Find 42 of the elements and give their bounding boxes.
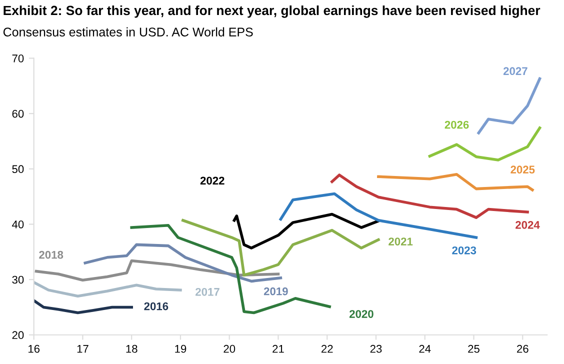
line-series — [84, 243, 282, 283]
text: 2022 — [200, 176, 224, 185]
series-label: 2020 — [350, 310, 374, 318]
x-tick-label: 23 — [370, 344, 382, 353]
x-tick-label: 22 — [322, 344, 333, 353]
y-tick-label: 20 — [12, 331, 24, 340]
x-tick-label: 19 — [175, 344, 186, 353]
series-label: 2024 — [516, 221, 540, 229]
line-series — [34, 259, 280, 282]
line-series — [34, 299, 133, 314]
y-tick-label: 70 — [12, 54, 24, 62]
y-tick-label: 50 — [12, 165, 24, 174]
x-tick-label: 20 — [224, 344, 236, 353]
series-label: 2018 — [39, 250, 64, 259]
series-label: 2017 — [196, 288, 220, 296]
series-label: 2021 — [388, 238, 413, 246]
series-label: 2026 — [444, 120, 469, 129]
line-series — [377, 173, 534, 192]
line-series — [182, 218, 380, 277]
series-label: 2019 — [264, 287, 288, 296]
y-tick-label: 60 — [12, 110, 24, 118]
line-series — [130, 224, 331, 314]
x-tick-label: 18 — [126, 344, 138, 353]
x-tick-label: 16 — [28, 344, 40, 353]
x-tick-label: 26 — [517, 344, 528, 353]
x-tick-label: 24 — [419, 344, 431, 353]
chart-title: Exhibit 2: So far this year, and for next year, global earnings have been revised higher — [4, 5, 540, 18]
x-tick-label: 21 — [272, 344, 284, 353]
series-label: 2023 — [452, 246, 476, 254]
x-tick-label: 25 — [468, 344, 480, 353]
series-label: 2016 — [144, 302, 168, 310]
y-tick-label: 30 — [12, 276, 24, 284]
series-label: 2025 — [510, 166, 535, 174]
line-series — [232, 212, 380, 250]
y-tick-label: 40 — [12, 220, 24, 228]
chart-subtitle: Consensus estimates in USD. AC World EPS — [3, 27, 253, 36]
line-series — [330, 174, 529, 219]
line-series — [279, 192, 478, 239]
series-label: 2027 — [503, 67, 528, 76]
line-series — [34, 280, 182, 298]
x-tick-label: 17 — [77, 345, 88, 353]
line-series — [477, 77, 542, 134]
